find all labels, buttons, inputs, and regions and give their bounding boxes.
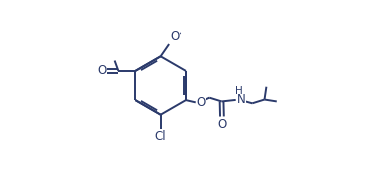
Text: O: O xyxy=(170,30,179,43)
Text: O: O xyxy=(217,118,226,131)
Text: O: O xyxy=(197,96,206,109)
Text: O: O xyxy=(97,64,106,77)
Text: Cl: Cl xyxy=(155,130,167,143)
Text: H: H xyxy=(235,86,243,96)
Text: N: N xyxy=(237,93,246,106)
